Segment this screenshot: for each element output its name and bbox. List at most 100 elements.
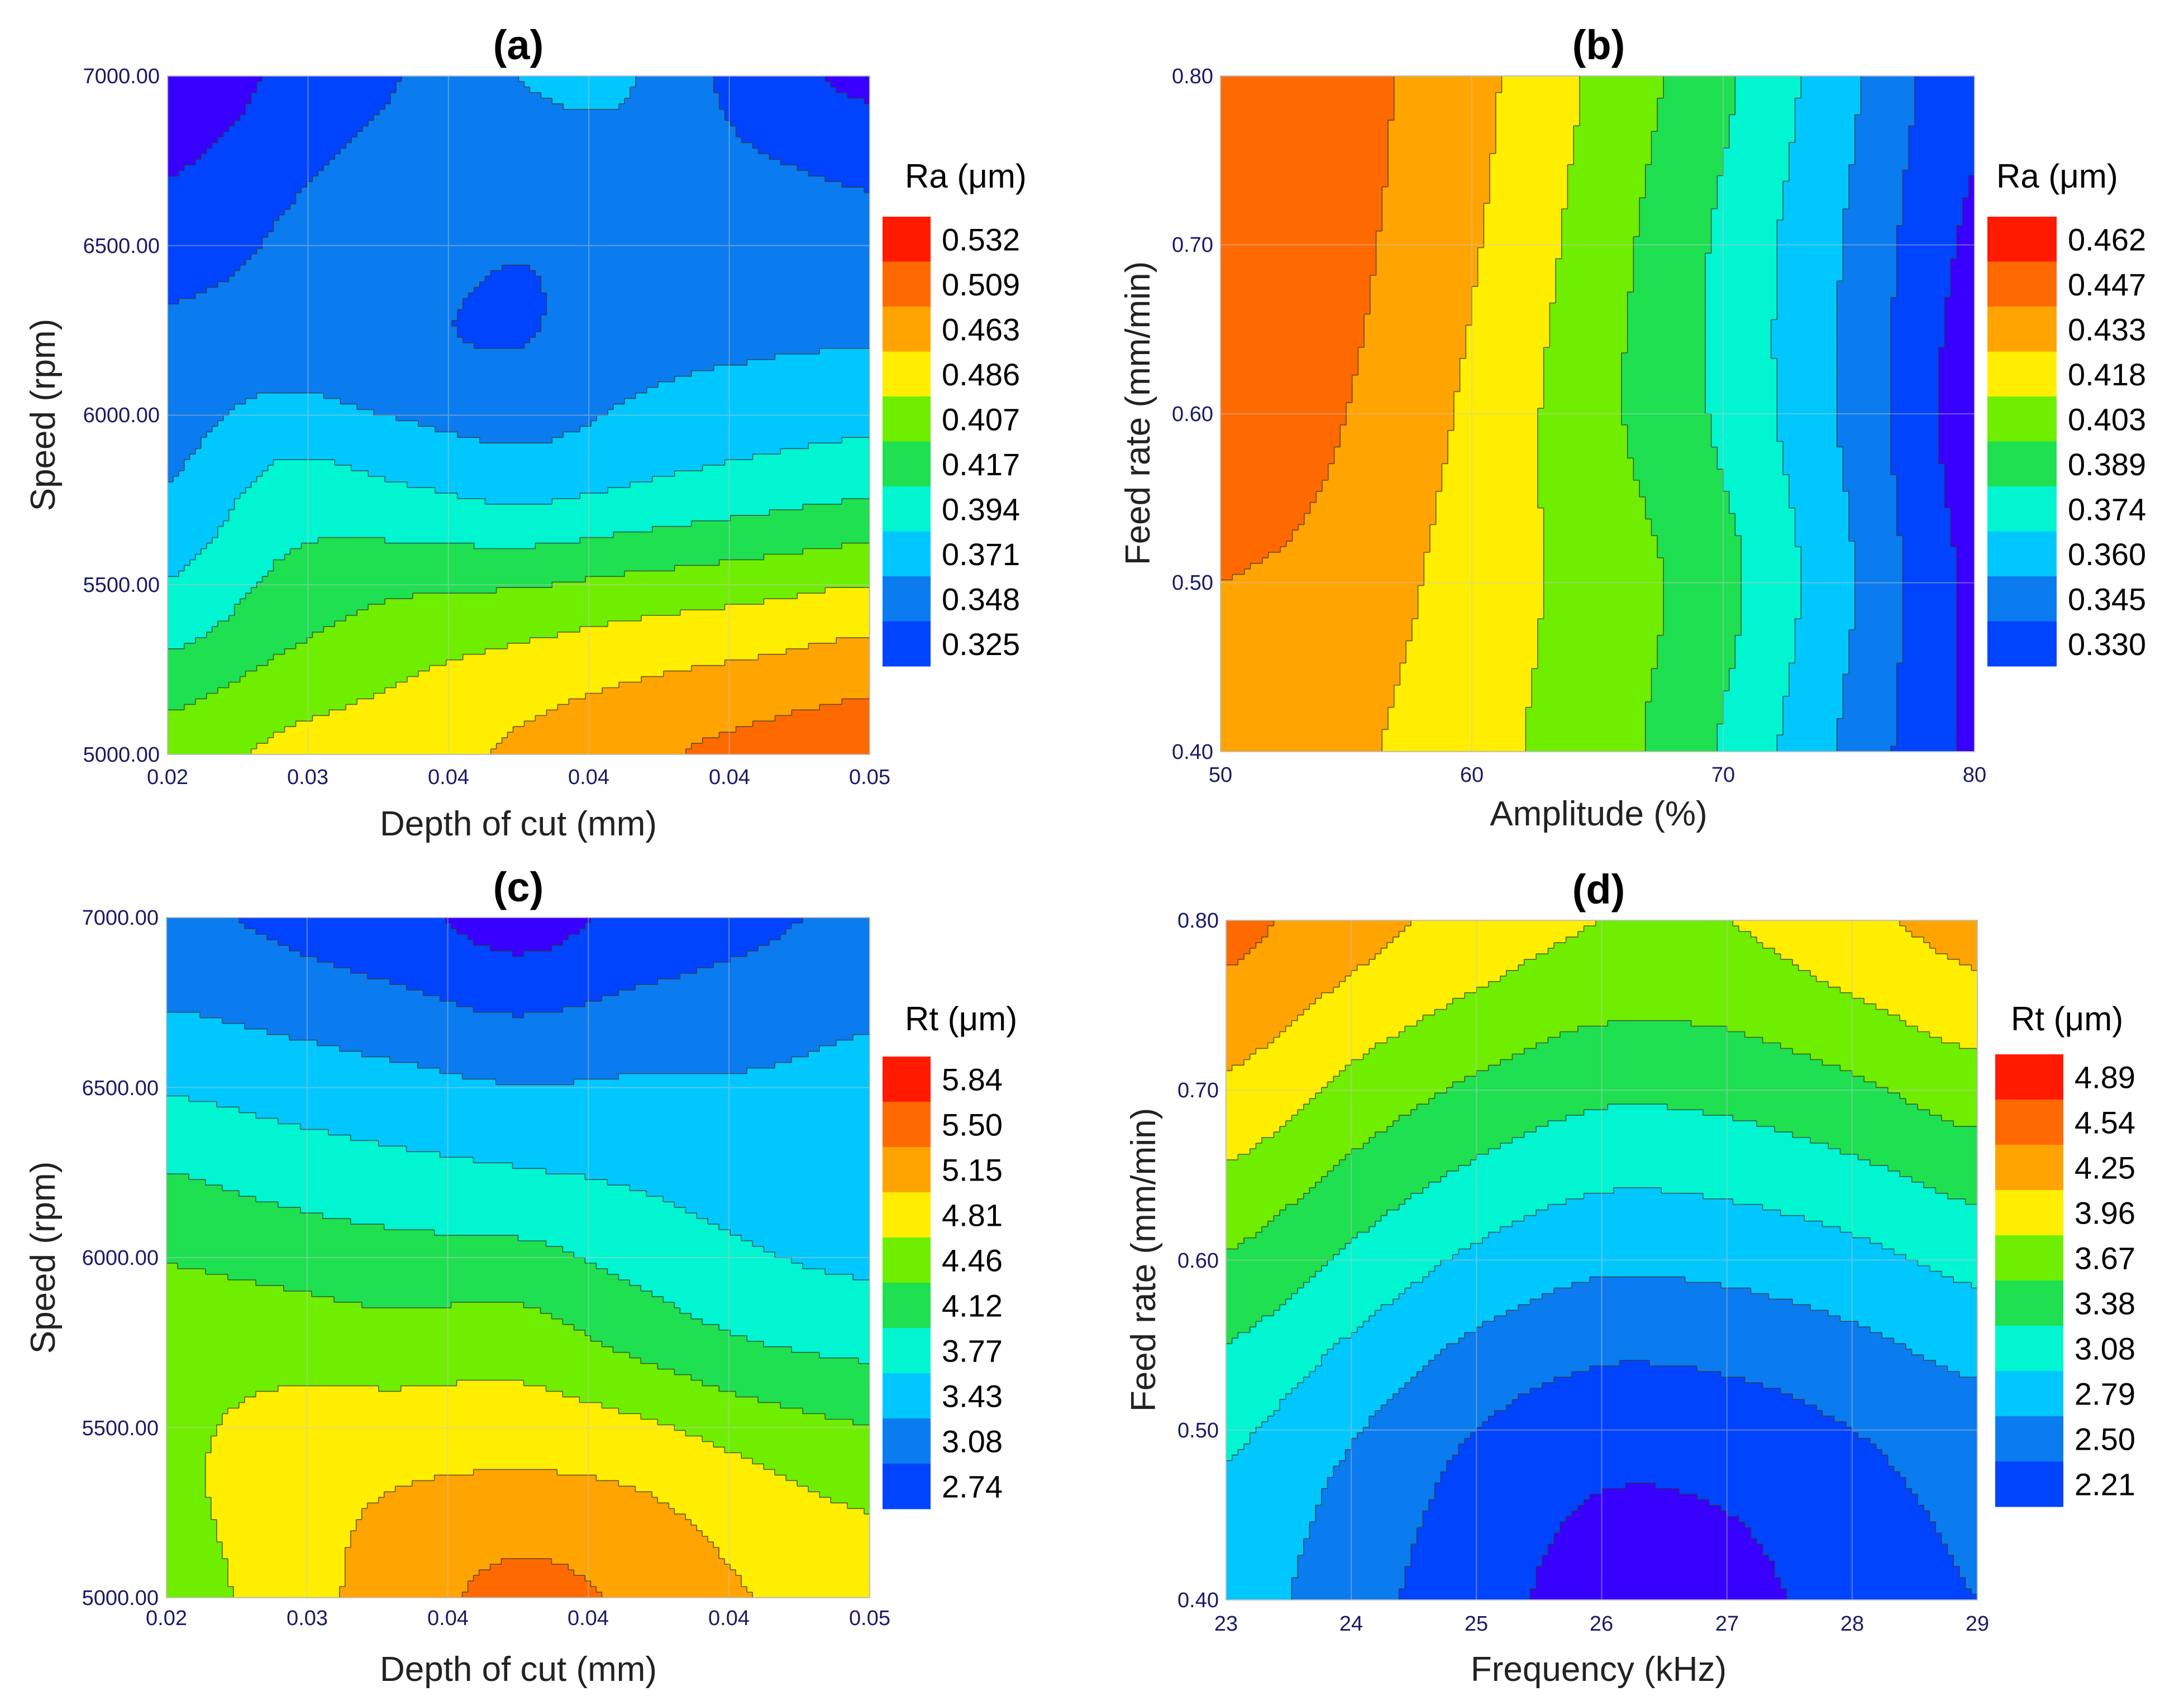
- contour-band-cell: [251, 98, 391, 104]
- contour-band-cell: [1543, 613, 1664, 619]
- contour-band-cell: [1777, 275, 1843, 281]
- contour-band-cell: [1679, 1488, 1913, 1495]
- contour-band-cell: [1792, 1132, 1978, 1138]
- contour-band-cell: [188, 1096, 870, 1102]
- contour-band-cell: [1905, 1477, 1978, 1484]
- contour-band-cell: [168, 526, 218, 533]
- contour-band-cell: [473, 1157, 870, 1163]
- contour-band-cell: [333, 1296, 664, 1303]
- contour-band-cell: [1894, 1338, 1978, 1344]
- contour-band-cell: [1537, 646, 1658, 653]
- contour-band-cell: [1423, 1277, 1590, 1283]
- contour-band-cell: [1896, 740, 1957, 747]
- contour-band-cell: [374, 114, 726, 121]
- contour-band-cell: [1627, 303, 1706, 309]
- contour-band-cell: [205, 1480, 413, 1487]
- contour-band-cell: [1220, 508, 1311, 514]
- contour-band-cell: [1801, 585, 1856, 591]
- contour-band-cell: [1837, 303, 1891, 309]
- contour-band-cell: [166, 1335, 591, 1342]
- contour-band-cell: [168, 231, 269, 238]
- contour-band-cell: [1891, 297, 1945, 304]
- contour-band-cell: [350, 1531, 703, 1537]
- contour-band-cell: [1795, 618, 1856, 625]
- contour-band-cell: [1418, 585, 1544, 591]
- contour-band-cell: [1900, 1471, 1978, 1478]
- contour-band-cell: [496, 743, 692, 749]
- contour-band-cell: [206, 432, 458, 438]
- contour-band-cell: [1951, 530, 1975, 536]
- contour-band-cell: [251, 749, 492, 755]
- contour-band-cell: [1900, 1093, 1978, 1099]
- contour-band-cell: [1849, 187, 1904, 193]
- contour-band-cell: [1452, 1455, 1889, 1461]
- contour-band-cell: [1226, 1126, 1280, 1133]
- contour-band-cell: [1394, 114, 1496, 121]
- contour-band-cell: [864, 98, 870, 104]
- contour-band-cell: [1777, 735, 1838, 741]
- contour-band-cell: [1537, 430, 1628, 437]
- contour-band-cell: [1226, 1488, 1322, 1495]
- contour-band-cell: [1633, 280, 1706, 287]
- contour-band-cell: [1567, 203, 1640, 209]
- contour-band-cell: [1902, 591, 1957, 597]
- contour-band-cell: [1256, 1048, 1370, 1055]
- contour-band-cell: [1729, 126, 1796, 132]
- contour-band-cell: [1554, 1377, 1746, 1383]
- contour-band-cell: [1804, 1215, 1978, 1222]
- contour-band-cell: [166, 1073, 463, 1080]
- contour-band-cell: [724, 1559, 870, 1565]
- panel-d-y-tick: 0.40: [1177, 1589, 1219, 1612]
- contour-band-cell: [245, 593, 413, 599]
- contour-band-cell: [166, 1090, 870, 1097]
- contour-band-cell: [1849, 175, 1904, 182]
- contour-band-cell: [168, 454, 190, 460]
- contour-band-cell: [619, 682, 870, 689]
- contour-band-cell: [256, 81, 397, 88]
- contour-band-cell: [702, 1531, 870, 1537]
- contour-band-cell: [350, 1135, 870, 1141]
- contour-band-cell: [329, 159, 781, 165]
- contour-band-cell: [1418, 613, 1544, 619]
- contour-band-cell: [1789, 164, 1849, 171]
- contour-band-cell: [195, 448, 781, 455]
- contour-band-cell: [166, 1587, 234, 1593]
- contour-band-cell: [1909, 126, 1975, 132]
- legend-label: 0.374: [2068, 491, 2146, 527]
- contour-band-cell: [1364, 319, 1472, 326]
- contour-band-cell: [335, 460, 726, 466]
- contour-band-cell: [1315, 998, 1453, 1005]
- contour-band-cell: [1953, 1277, 1978, 1283]
- contour-band-cell: [1896, 231, 1957, 237]
- contour-band-cell: [1226, 1305, 1280, 1311]
- contour-band-cell: [1537, 652, 1658, 658]
- contour-band-cell: [168, 571, 179, 577]
- contour-band-cell: [195, 699, 357, 705]
- contour-band-cell: [166, 1157, 474, 1163]
- contour-band-cell: [312, 176, 826, 182]
- contour-band-cell: [736, 727, 870, 733]
- contour-band-cell: [1554, 1533, 1751, 1539]
- contour-band-cell: [1220, 286, 1371, 293]
- contour-band-cell: [1944, 469, 1975, 475]
- contour-band-cell: [1786, 1594, 1978, 1600]
- contour-band-cell: [368, 604, 726, 610]
- contour-band-cell: [1536, 1578, 1781, 1584]
- contour-band-cell: [1840, 1226, 1978, 1233]
- contour-band-cell: [1394, 103, 1496, 110]
- contour-band-cell: [168, 537, 213, 544]
- contour-band-cell: [462, 298, 547, 304]
- contour-band-cell: [1837, 358, 1891, 365]
- contour-band-cell: [168, 376, 675, 383]
- contour-band-cell: [1484, 225, 1562, 232]
- contour-band-cell: [697, 967, 870, 974]
- contour-band-cell: [1780, 1583, 1966, 1589]
- contour-band-cell: [1777, 380, 1838, 387]
- contour-band-cell: [1370, 292, 1472, 298]
- panel-c-contour-plot: [166, 917, 870, 1598]
- contour-band-cell: [1717, 735, 1778, 741]
- contour-band-cell: [1220, 403, 1347, 409]
- contour-band-cell: [166, 995, 441, 1002]
- contour-band-cell: [1789, 475, 1843, 481]
- contour-band-cell: [1375, 1410, 1495, 1417]
